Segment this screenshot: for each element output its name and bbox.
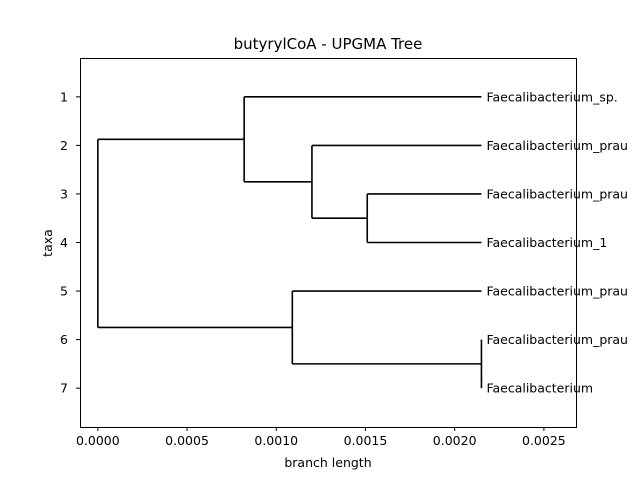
x-tick-label: 0.0010: [254, 433, 298, 448]
x-tick-label: 0.0025: [522, 433, 566, 448]
leaf-label-3: Faecalibacterium_prau: [486, 186, 628, 201]
leaf-label-6: Faecalibacterium_prau: [486, 332, 628, 347]
y-tick-label: 4: [60, 235, 68, 250]
leaf-label-2: Faecalibacterium_prau: [486, 138, 628, 153]
y-tick-label: 6: [60, 332, 68, 347]
chart-title: butyrylCoA - UPGMA Tree: [234, 35, 423, 53]
y-tick-label: 3: [60, 186, 68, 201]
leaf-label-7: Faecalibacterium: [486, 381, 593, 396]
x-tick-label: 0.0005: [165, 433, 209, 448]
tree-branches: [97, 96, 483, 389]
x-tick-label: 0.0020: [433, 433, 477, 448]
y-tick-label: 2: [60, 138, 68, 153]
y-axis-label: taxa: [40, 229, 55, 257]
leaf-label-5: Faecalibacterium_prau: [486, 284, 628, 299]
x-axis-label: branch length: [284, 455, 371, 470]
x-tick-label: 0.0015: [344, 433, 388, 448]
y-axis-ticks: 1 2 3 4 5 6 7: [60, 89, 80, 396]
y-tick-label: 1: [60, 89, 68, 104]
y-tick-label: 7: [60, 381, 68, 396]
x-axis-ticks: 0.0000 0.0005 0.0010 0.0015 0.0020 0.0025: [76, 427, 566, 448]
leaf-label-4: Faecalibacterium_1: [486, 235, 607, 250]
leaf-labels: Faecalibacterium_sp. Faecalibacterium_pra…: [486, 89, 628, 395]
y-tick-label: 5: [60, 284, 68, 299]
x-tick-label: 0.0000: [76, 433, 120, 448]
leaf-label-1: Faecalibacterium_sp.: [486, 89, 617, 104]
plot-frame: [80, 58, 577, 428]
